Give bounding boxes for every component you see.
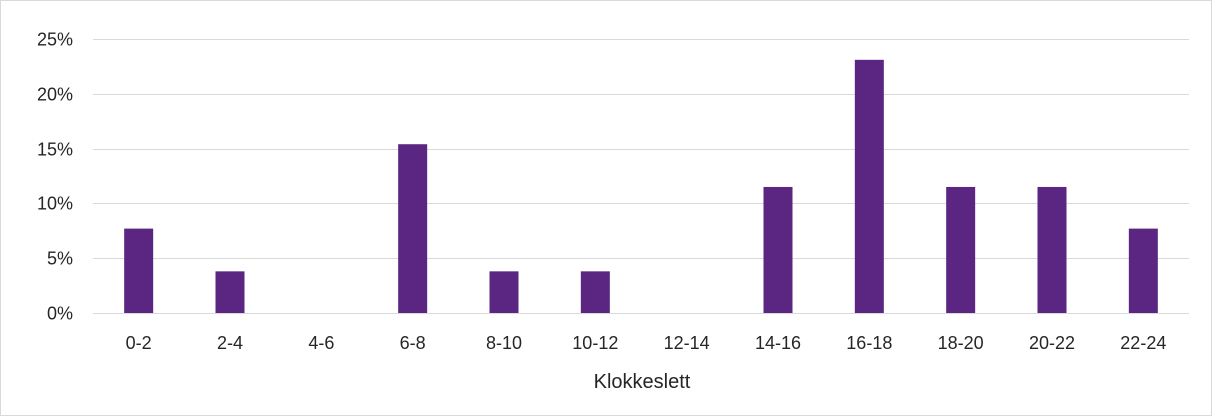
x-tick-label: 18-20 xyxy=(938,333,984,353)
x-tick-label: 6-8 xyxy=(400,333,426,353)
bar-8-10 xyxy=(489,271,519,313)
bar-16-18 xyxy=(854,59,884,313)
bar-6-8 xyxy=(398,144,428,313)
x-tick-label: 12-14 xyxy=(664,333,710,353)
x-axis-title: Klokkeslett xyxy=(594,371,691,393)
bar-0-2 xyxy=(124,228,154,313)
y-tick-label: 10% xyxy=(37,194,73,214)
x-tick-label: 4-6 xyxy=(308,333,334,353)
y-tick-label: 25% xyxy=(37,30,73,50)
bar-22-24 xyxy=(1128,228,1158,313)
x-tick-label: 14-16 xyxy=(755,333,801,353)
y-axis-tick-labels: 0% 5% 10% 15% 20% 25% xyxy=(37,30,73,324)
bar-2-4 xyxy=(215,271,245,313)
y-tick-label: 15% xyxy=(37,140,73,160)
x-axis-tick-labels: 0-2 2-4 4-6 6-8 8-10 10-12 12-14 14-16 16-18 18-2… xyxy=(126,333,1167,353)
y-tick-label: 5% xyxy=(47,249,73,269)
gridlines xyxy=(93,39,1189,314)
x-tick-label: 8-10 xyxy=(486,333,522,353)
x-tick-label: 20-22 xyxy=(1029,333,1075,353)
x-tick-label: 2-4 xyxy=(217,333,243,353)
x-tick-label: 0-2 xyxy=(126,333,152,353)
bar-20-22 xyxy=(1037,186,1067,313)
x-tick-label: 10-12 xyxy=(572,333,618,353)
bars xyxy=(124,59,1158,313)
bar-14-16 xyxy=(763,186,793,313)
x-tick-label: 22-24 xyxy=(1120,333,1166,353)
x-tick-label: 16-18 xyxy=(846,333,892,353)
y-tick-label: 20% xyxy=(37,85,73,105)
bar-10-12 xyxy=(580,271,610,313)
bar-18-20 xyxy=(946,186,976,313)
y-tick-label: 0% xyxy=(47,304,73,324)
